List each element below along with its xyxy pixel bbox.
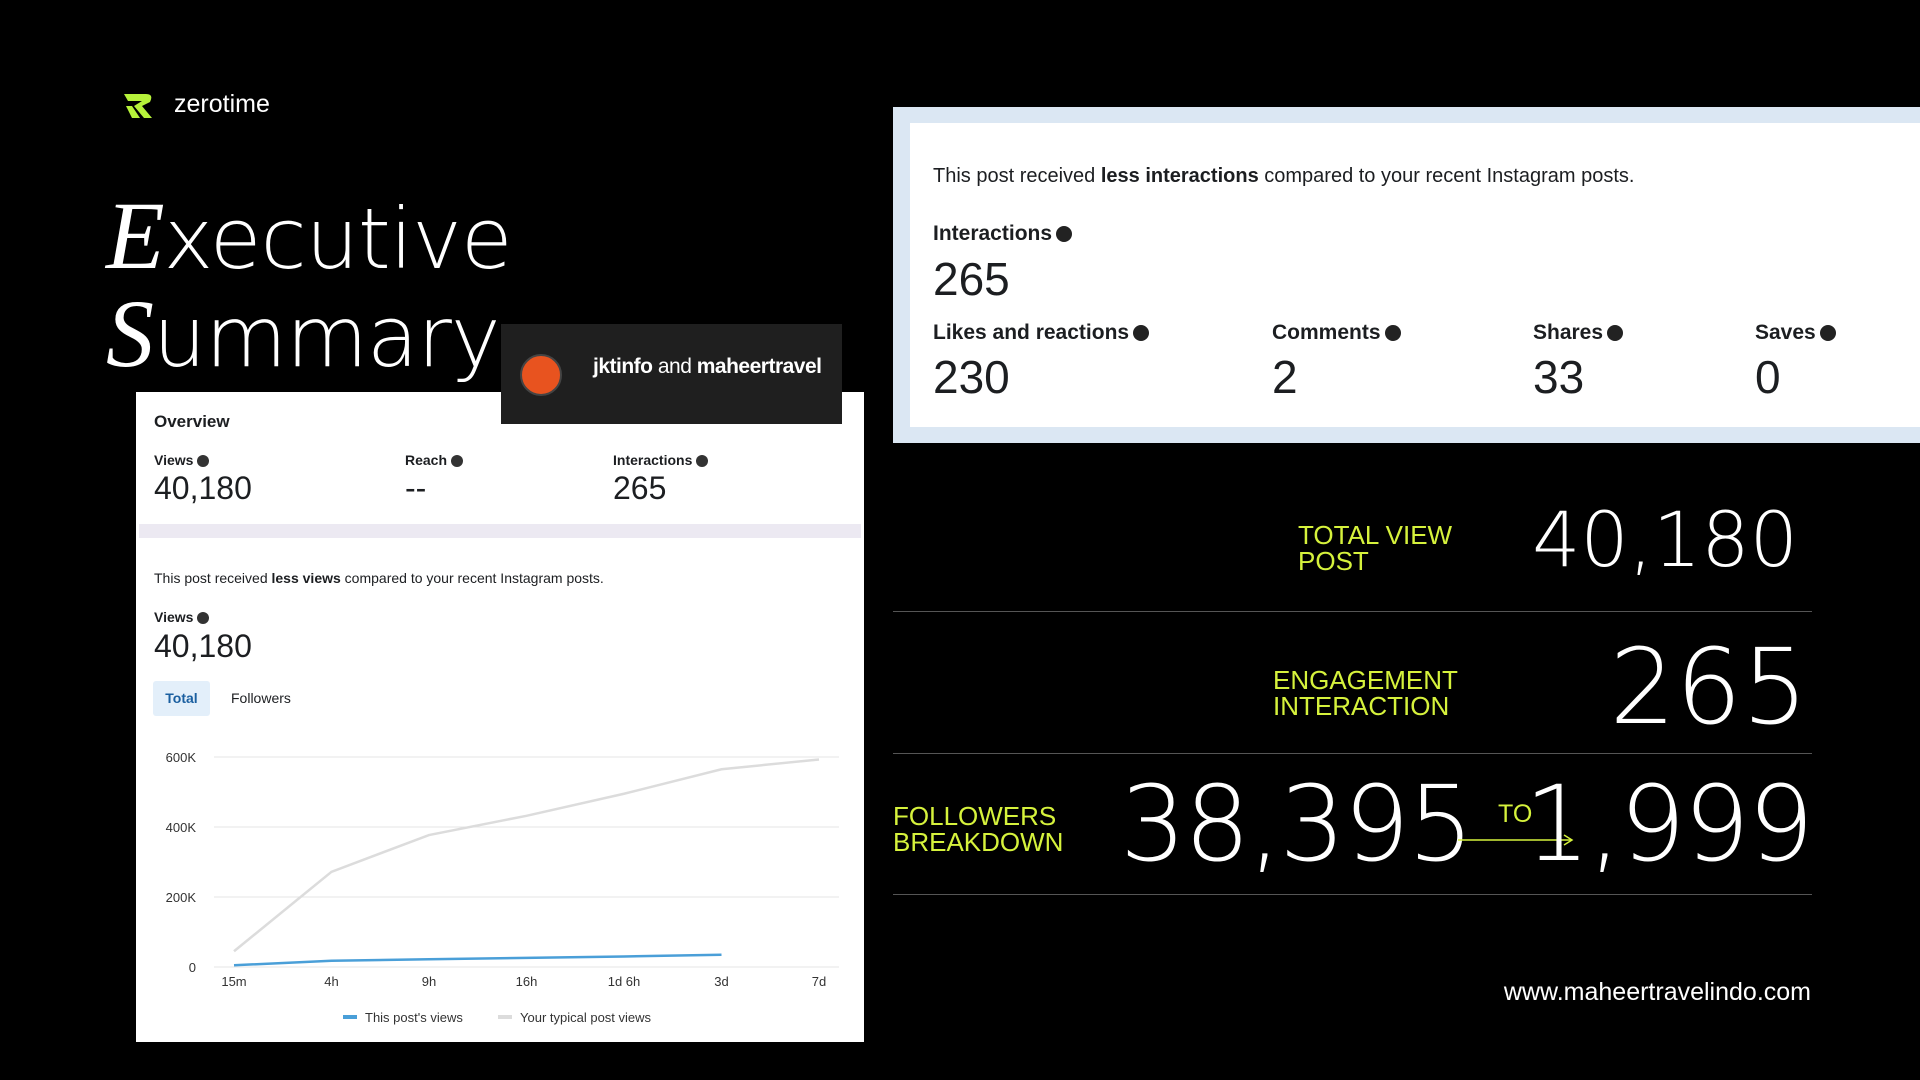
followers-from: 38,395: [1120, 763, 1474, 885]
metric-label: Comments: [1272, 321, 1401, 345]
label-text: Saves: [1755, 321, 1816, 344]
divider: [893, 753, 1812, 754]
interactions-note: This post received less interactions com…: [933, 165, 1634, 188]
followers-to: 1,999: [1524, 763, 1814, 885]
metric-value: 230: [933, 351, 1010, 403]
tab-active[interactable]: Total: [153, 681, 210, 716]
info-icon: [197, 455, 210, 468]
y-tick-label: 600K: [166, 750, 197, 765]
divider: [893, 611, 1812, 612]
separator: [139, 524, 861, 538]
overview-heading: Overview: [154, 412, 230, 431]
label-text: Reach: [405, 452, 448, 468]
note-emphasis: less views: [271, 570, 341, 586]
label-text: Interactions: [933, 222, 1053, 245]
followers-joiner: TO: [1498, 800, 1533, 828]
y-tick-label: 400K: [166, 820, 197, 835]
summary-label: TOTAL VIEW POST: [1298, 522, 1452, 574]
label-text: Shares: [1533, 321, 1604, 344]
label-text: Likes and reactions: [933, 321, 1130, 344]
metric-label: Shares: [1533, 321, 1624, 345]
label-line: TOTAL VIEW: [1298, 520, 1453, 550]
info-icon: [1133, 325, 1150, 342]
y-tick-label: 0: [189, 960, 196, 975]
metric-value: 2: [1272, 351, 1298, 403]
x-tick-label: 3d: [714, 974, 728, 989]
note-text: This post received: [933, 165, 1101, 187]
views-label: Views: [154, 609, 210, 625]
metric-label: Views: [154, 452, 210, 468]
title-line: Summary: [106, 280, 501, 387]
joiner: and: [657, 355, 692, 378]
label-line: FOLLOWERS: [893, 801, 1057, 831]
note-text: compared to your recent Instagram posts.: [1258, 165, 1635, 187]
x-tick-label: 4h: [324, 974, 338, 989]
interactions-label: Interactions: [933, 222, 1073, 246]
followers-label: FOLLOWERS BREAKDOWN: [893, 803, 1063, 855]
x-tick-label: 16h: [516, 974, 538, 989]
website: www.maheertravelindo.com: [1503, 978, 1811, 1006]
x-tick-label: 1d 6h: [608, 974, 641, 989]
label-text: Comments: [1272, 321, 1381, 344]
x-tick-label: 15m: [221, 974, 246, 989]
x-tick-label: 7d: [812, 974, 826, 989]
summary-value: 40,180: [1532, 495, 1798, 584]
views-note: This post received less views compared t…: [154, 570, 604, 586]
metric-label: Saves: [1755, 321, 1836, 345]
title-line: Executive: [106, 182, 513, 289]
label-text: Views: [154, 452, 194, 468]
series-line: [233, 758, 820, 953]
x-tick-label: 9h: [422, 974, 436, 989]
account-name: jktinfo: [593, 355, 653, 378]
metric-value: 265: [613, 470, 667, 506]
legend-label: This post's views: [365, 1010, 463, 1025]
info-icon: [197, 612, 210, 625]
note-text: compared to your recent Instagram posts.: [340, 570, 604, 586]
label-line: ENGAGEMENT: [1273, 665, 1458, 695]
y-tick-label: 200K: [166, 890, 197, 905]
label-text: Views: [154, 609, 194, 625]
note-emphasis: less interactions: [1100, 165, 1259, 187]
series-line: [233, 953, 722, 967]
info-icon: [1384, 325, 1401, 342]
tab[interactable]: Followers: [231, 690, 291, 706]
info-icon: [1607, 325, 1624, 342]
arrow: [1458, 834, 1574, 846]
label-text: Interactions: [613, 452, 693, 468]
label-line: INTERACTION: [1273, 691, 1450, 721]
divider: [893, 894, 1812, 895]
note-text: This post received: [154, 570, 272, 586]
legend-label: Your typical post views: [520, 1010, 652, 1025]
metric-value: --: [405, 470, 427, 506]
interactions-value: 265: [933, 253, 1010, 305]
info-icon: [1819, 325, 1836, 342]
views-value: 40,180: [154, 628, 252, 664]
account-avatar: [520, 354, 562, 396]
metric-label: Interactions: [613, 452, 709, 468]
metric-value: 0: [1755, 351, 1781, 403]
post-accounts: jktinfo and maheertravel: [593, 355, 822, 379]
info-icon: [696, 455, 709, 468]
metric-value: 40,180: [154, 470, 252, 506]
label-line: BREAKDOWN: [893, 827, 1064, 857]
summary-label: ENGAGEMENT INTERACTION: [1273, 667, 1458, 719]
label-line: POST: [1298, 546, 1369, 576]
brand-name: zerotime: [174, 90, 270, 118]
brand-logo: [124, 94, 152, 118]
info-icon: [451, 455, 464, 468]
summary-value: 265: [1609, 626, 1808, 748]
account-name: maheertravel: [696, 355, 822, 378]
metric-label: Reach: [405, 452, 464, 468]
info-icon: [1056, 226, 1073, 243]
interactions-card: [910, 123, 1920, 427]
metric-value: 33: [1533, 351, 1585, 403]
metric-label: Likes and reactions: [933, 321, 1150, 345]
